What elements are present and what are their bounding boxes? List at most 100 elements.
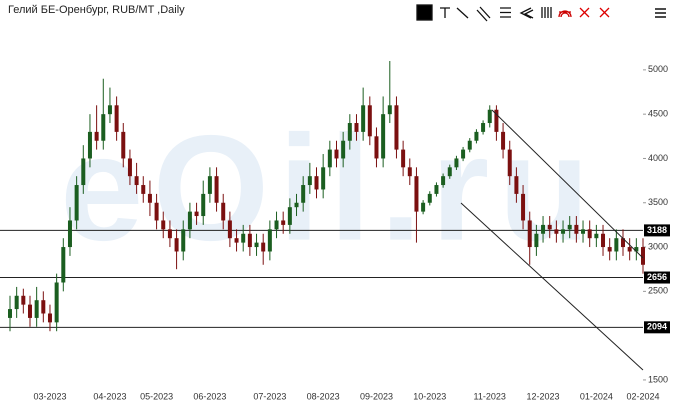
candle-body [307, 176, 312, 186]
candle-body [534, 233, 539, 248]
tool-channel[interactable] [476, 6, 491, 22]
tool-arcs[interactable] [558, 10, 572, 18]
tool-color[interactable] [416, 4, 433, 21]
candle-body [321, 167, 326, 190]
candle-body [434, 185, 439, 194]
candle-body [487, 109, 492, 124]
candle-body [587, 229, 592, 239]
candle-body [287, 207, 292, 225]
candle-body [8, 309, 12, 318]
candle-body [34, 300, 39, 318]
x-tick-label: 10-2023 [413, 391, 446, 401]
candle-body [147, 193, 152, 203]
candle-body [294, 202, 299, 208]
tool-hlines[interactable] [500, 7, 511, 18]
candle-body [494, 109, 499, 132]
candle-body [274, 220, 279, 230]
candle-body [14, 295, 19, 310]
candle-body [394, 105, 399, 150]
y-tick-label: 1500 [648, 374, 668, 384]
x-tick-label: 06-2023 [193, 391, 226, 401]
candle-body [581, 229, 586, 234]
candle-body [641, 247, 645, 265]
candle-body [347, 123, 352, 141]
tool-line[interactable] [456, 7, 469, 19]
x-tick-label: 07-2023 [253, 391, 286, 401]
y-tick-label: 4500 [648, 109, 668, 119]
candle-body [314, 176, 319, 190]
toolbar[interactable] [416, 4, 666, 22]
y-tick-label: 2500 [648, 286, 668, 296]
candle-body [234, 238, 239, 243]
candle-body [261, 242, 266, 252]
tool-vlines[interactable] [541, 7, 552, 18]
candle-body [187, 211, 192, 230]
candle-body [421, 202, 426, 212]
level-label: 3188 [647, 225, 667, 235]
level-label: 2656 [647, 272, 667, 282]
level-label-box [644, 271, 670, 284]
candle-body [247, 233, 252, 248]
candle-body [107, 105, 112, 115]
candle-body [81, 158, 86, 186]
x-tick-label: 09-2023 [360, 391, 393, 401]
plot-area: 1500 2500 3000 3500 4000 4500 5000 3188 2656 2094… [0, 61, 670, 401]
candle-body [167, 229, 172, 239]
candle-body [141, 185, 146, 194]
candle-body [154, 202, 159, 221]
candle-body [201, 193, 206, 217]
candle-body [561, 229, 566, 234]
candle-body [74, 185, 79, 221]
candle-body [334, 149, 339, 159]
candle-body [414, 176, 419, 212]
candle-body [267, 229, 272, 252]
candle-body [134, 176, 139, 186]
level-label-box [644, 224, 670, 237]
chart-title: Гелий БЕ-Оренбург, RUB/MT ,Daily [8, 4, 185, 16]
candle-body [114, 105, 119, 132]
candle-body [281, 220, 286, 225]
candle-body [387, 105, 392, 115]
candle-body [521, 193, 526, 221]
candle-body [547, 224, 552, 230]
level-label: 2094 [647, 322, 667, 332]
candle-body [227, 220, 232, 239]
x-tick-label: 03-2023 [33, 391, 66, 401]
candle-body [161, 220, 166, 230]
y-tick-label: 5000 [648, 64, 668, 74]
candle-body [174, 238, 179, 252]
candle-body [541, 224, 546, 234]
tool-delete[interactable] [579, 7, 590, 18]
candle-body [87, 131, 92, 159]
candle-body [454, 158, 459, 168]
candle-body [27, 304, 32, 318]
candle-body [54, 282, 59, 323]
x-tick-label: 08-2023 [307, 391, 340, 401]
candle-body [627, 247, 632, 252]
x-tick-label: 11-2023 [474, 391, 506, 401]
candle-body [441, 176, 446, 186]
candle-body [374, 136, 379, 159]
candle-body [427, 193, 432, 203]
candle-body [634, 247, 639, 252]
tool-text[interactable] [440, 7, 450, 18]
candle-body [41, 300, 46, 314]
candle-body [461, 149, 466, 159]
candle-body [354, 123, 359, 132]
tool-fan[interactable] [519, 7, 534, 19]
y-tick-label: 3000 [648, 241, 668, 251]
candle-body [501, 131, 506, 150]
menu[interactable] [655, 8, 666, 18]
candle-body [527, 220, 532, 248]
candle-body [614, 238, 619, 252]
candle-body [621, 238, 626, 248]
candle-body [341, 140, 346, 159]
tool-delete-all[interactable] [599, 7, 610, 18]
y-tick-label: 3500 [648, 197, 668, 207]
candle-body [407, 167, 412, 177]
candle-body [67, 220, 72, 248]
candle-body [474, 131, 479, 141]
candle-body [181, 229, 186, 252]
candle-body [447, 167, 452, 177]
